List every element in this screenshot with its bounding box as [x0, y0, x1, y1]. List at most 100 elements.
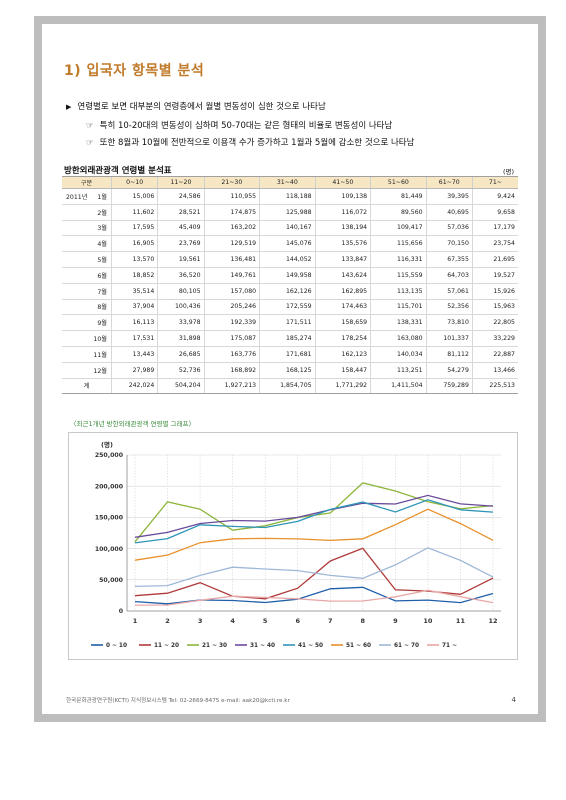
- legend-label: 11 ~ 20: [154, 643, 179, 649]
- value-cell: 17,531: [110, 330, 158, 347]
- chart-caption: 〈최근1개년 방한외래관광객 연령별 그래프〉: [70, 420, 195, 428]
- series-line: [134, 494, 494, 538]
- value-cell: 16,905: [110, 235, 158, 253]
- bullet-main-text: 연령별로 보면 대부분의 연령층에서 월별 변동성이 심한 것으로 나타남: [77, 102, 326, 112]
- value-cell: 15,963: [471, 299, 518, 316]
- value-cell: 37,904: [110, 299, 158, 316]
- value-cell: 163,776: [203, 346, 260, 363]
- table-row: 5월 13,570 19,561 136,481 144,052 133,847 116,3…: [62, 251, 518, 268]
- column-header: 11~20: [157, 176, 205, 189]
- value-cell: 26,685: [157, 346, 205, 363]
- value-cell: 135,576: [314, 235, 371, 253]
- value-cell: 115,656: [370, 235, 427, 253]
- value-cell: 143,624: [314, 267, 371, 284]
- total-value-cell: 1,771,292: [314, 378, 371, 395]
- column-header: 71~: [471, 176, 518, 189]
- triangle-bullet-icon: ▶: [66, 103, 72, 111]
- value-cell: 57,061: [425, 283, 473, 300]
- total-label: 계: [62, 378, 112, 395]
- value-cell: 138,331: [370, 314, 427, 332]
- x-tick-label: 8: [361, 617, 366, 625]
- value-cell: 163,202: [203, 220, 260, 237]
- value-cell: 109,417: [370, 220, 427, 237]
- value-cell: 9,658: [471, 204, 518, 221]
- value-cell: 144,052: [259, 251, 316, 268]
- value-cell: 115,701: [370, 299, 427, 316]
- value-cell: 28,521: [157, 204, 205, 221]
- value-cell: 192,339: [203, 314, 260, 332]
- value-cell: 118,188: [259, 188, 316, 205]
- value-cell: 109,138: [314, 188, 371, 205]
- value-cell: 171,681: [259, 346, 316, 363]
- value-cell: 163,080: [370, 330, 427, 347]
- column-header: 51~60: [370, 176, 427, 189]
- total-value-cell: 242,024: [110, 378, 158, 395]
- column-header: 41~50: [314, 176, 371, 189]
- year-cell: [62, 330, 91, 347]
- y-tick-label: 0: [119, 608, 124, 615]
- pointing-hand-icon: ☞: [86, 121, 94, 131]
- value-cell: 81,449: [370, 188, 427, 205]
- value-cell: 113,251: [370, 362, 427, 379]
- legend-label: 21 ~ 30: [202, 643, 227, 649]
- value-cell: 21,695: [471, 251, 518, 268]
- total-row: 계 242,024 504,204 1,927,213 1,854,705 1,771,2…: [62, 378, 518, 395]
- bullet-sub-2-text: 또한 8월과 10월에 전반적으로 이용객 수가 증가하고 1월과 5월에 감소…: [99, 138, 415, 148]
- table-row: 6월 18,852 36,520 149,761 149,958 143,624 115,5…: [62, 267, 518, 284]
- value-cell: 175,087: [203, 330, 260, 347]
- y-tick-label: 50,000: [99, 577, 124, 584]
- value-cell: 54,279: [425, 362, 473, 379]
- month-cell: 7월: [91, 283, 112, 300]
- year-cell: [62, 267, 91, 284]
- value-cell: 168,125: [259, 362, 316, 379]
- month-cell: 10월: [91, 330, 112, 347]
- x-tick-label: 9: [393, 617, 398, 625]
- value-cell: 185,274: [259, 330, 316, 347]
- x-tick-label: 7: [328, 617, 333, 625]
- month-cell: 3월: [91, 220, 112, 237]
- value-cell: 205,246: [203, 299, 260, 316]
- value-cell: 17,179: [471, 220, 518, 237]
- bullet-sub-1: ☞ 특히 10-20대의 변동성이 심하며 50-70대는 같은 형태의 비율로 …: [86, 119, 392, 131]
- column-header: 61~70: [425, 176, 473, 189]
- table-row: 2월 11,602 28,521 174,875 125,988 116,072 89,56…: [62, 204, 518, 221]
- total-value-cell: 1,854,705: [259, 378, 316, 395]
- x-tick-label: 11: [456, 617, 466, 625]
- legend-label: 31 ~ 40: [250, 643, 275, 649]
- value-cell: 136,481: [203, 251, 260, 268]
- value-cell: 33,978: [157, 314, 205, 332]
- value-cell: 113,135: [370, 283, 427, 300]
- value-cell: 23,769: [157, 235, 205, 253]
- table-row: 4월 16,905 23,769 129,519 145,076 135,576 115,6…: [62, 235, 518, 253]
- value-cell: 22,887: [471, 346, 518, 363]
- value-cell: 70,150: [425, 235, 473, 253]
- table-title: 방한외래관광객 연령별 분석표: [64, 166, 172, 176]
- table-header-row: 구분 0~10 11~20 21~30 31~40 41~50 51~60 61~70 71~: [62, 176, 518, 189]
- value-cell: 101,337: [425, 330, 473, 347]
- value-cell: 162,123: [314, 346, 371, 363]
- month-cell: 11월: [91, 346, 112, 363]
- table-row: 9월 16,113 33,978 192,339 171,511 158,659 138,3…: [62, 314, 518, 332]
- value-cell: 174,463: [314, 299, 371, 316]
- value-cell: 64,703: [425, 267, 473, 284]
- value-cell: 172,559: [259, 299, 316, 316]
- column-header: 구분: [62, 176, 112, 189]
- x-tick-label: 3: [198, 617, 203, 625]
- value-cell: 24,586: [157, 188, 205, 205]
- legend-label: 41 ~ 50: [298, 643, 323, 649]
- table-row: 3월 17,595 45,409 163,202 140,167 138,194 109,4…: [62, 220, 518, 237]
- value-cell: 22,805: [471, 314, 518, 332]
- month-cell: 12월: [91, 362, 112, 379]
- value-cell: 157,080: [203, 283, 260, 300]
- value-cell: 11,602: [110, 204, 158, 221]
- bullet-sub-1-text: 특히 10-20대의 변동성이 심하며 50-70대는 같은 형태의 비율로 변…: [99, 121, 393, 131]
- value-cell: 140,167: [259, 220, 316, 237]
- x-tick-label: 2: [165, 617, 170, 625]
- series-line: [134, 482, 494, 543]
- total-value-cell: 1,411,504: [370, 378, 427, 395]
- document-page: 1) 입국자 항목별 분석 ▶ 연령별로 보면 대부분의 연령층에서 월별 변동성…: [42, 24, 538, 714]
- column-header: 31~40: [259, 176, 316, 189]
- value-cell: 81,112: [425, 346, 473, 363]
- value-cell: 89,560: [370, 204, 427, 221]
- bullet-sub-2: ☞ 또한 8월과 10월에 전반적으로 이용객 수가 증가하고 1월과 5월에 감…: [86, 136, 414, 148]
